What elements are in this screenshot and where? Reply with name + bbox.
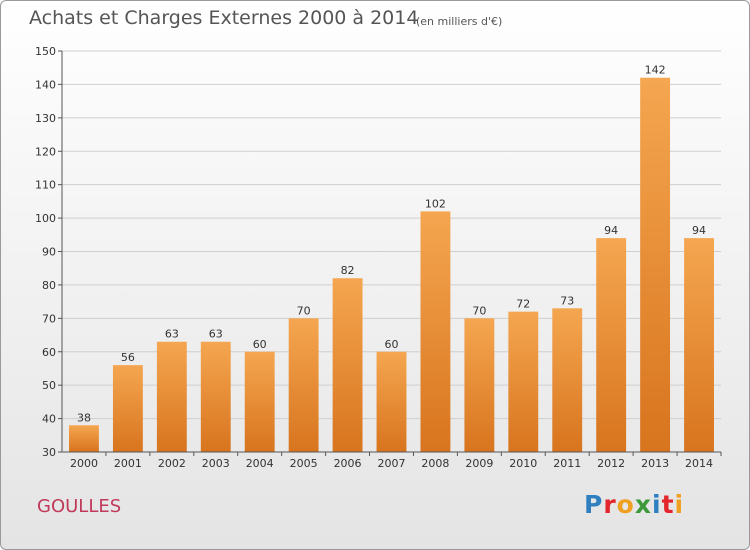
bar-2004 bbox=[244, 351, 275, 452]
bar-2011 bbox=[552, 308, 583, 452]
x-tick-label: 2001 bbox=[114, 457, 142, 470]
y-tick-label: 140 bbox=[35, 78, 56, 91]
y-tick-label: 50 bbox=[42, 379, 56, 392]
bar-2006 bbox=[332, 278, 363, 452]
y-tick-label: 130 bbox=[35, 112, 56, 125]
y-tick-label: 60 bbox=[42, 346, 56, 359]
bar-2010 bbox=[508, 311, 539, 452]
bar-2009 bbox=[464, 318, 495, 452]
bar-2013 bbox=[640, 77, 671, 452]
bar-2007 bbox=[376, 351, 407, 452]
data-label: 70 bbox=[297, 304, 311, 317]
x-tick-label: 2007 bbox=[378, 457, 406, 470]
x-tick-label: 2008 bbox=[421, 457, 449, 470]
y-tick-label: 30 bbox=[42, 446, 56, 459]
bar-2000 bbox=[69, 425, 99, 452]
x-tick-label: 2004 bbox=[246, 457, 274, 470]
x-tick-label: 2010 bbox=[509, 457, 537, 470]
x-tick-label: 2012 bbox=[597, 457, 625, 470]
data-label: 38 bbox=[77, 411, 91, 424]
data-label: 63 bbox=[165, 328, 179, 341]
x-tick-label: 2013 bbox=[641, 457, 669, 470]
y-tick-label: 150 bbox=[35, 45, 56, 58]
y-tick-label: 110 bbox=[35, 179, 56, 192]
proxiti-logo[interactable]: Proxiti bbox=[584, 490, 685, 519]
data-label: 60 bbox=[385, 338, 399, 351]
data-label: 72 bbox=[516, 298, 530, 311]
data-label: 102 bbox=[425, 197, 446, 210]
x-tick-label: 2005 bbox=[290, 457, 318, 470]
data-label: 73 bbox=[560, 294, 574, 307]
y-tick-label: 40 bbox=[42, 413, 56, 426]
data-label: 60 bbox=[253, 338, 267, 351]
bar-2014 bbox=[684, 238, 714, 452]
unit-note: (en milliers d'€) bbox=[416, 15, 503, 28]
x-tick-label: 2000 bbox=[70, 457, 98, 470]
x-tick-label: 2003 bbox=[202, 457, 230, 470]
x-tick-label: 2014 bbox=[685, 457, 713, 470]
bar-2008 bbox=[420, 211, 451, 452]
bar-2002 bbox=[156, 341, 187, 452]
y-tick-label: 90 bbox=[42, 246, 56, 259]
data-label: 94 bbox=[604, 224, 618, 237]
data-label: 142 bbox=[645, 64, 666, 77]
commune-name: GOULLES bbox=[37, 496, 122, 517]
axis-layer: 30 40 50 60 70 80 90 100 110 120 130 140 150 2000 2001… bbox=[35, 45, 722, 470]
x-tick-label: 2002 bbox=[158, 457, 186, 470]
data-label: 70 bbox=[472, 304, 486, 317]
x-tick-label: 2009 bbox=[465, 457, 493, 470]
bar-2003 bbox=[200, 341, 231, 452]
y-tick-label: 80 bbox=[42, 279, 56, 292]
data-label: 63 bbox=[209, 328, 223, 341]
y-tick-label: 70 bbox=[42, 312, 56, 325]
bar-layer: 38 56 63 63 60 70 82 60 102 70 72 73 94 142 94 bbox=[69, 64, 714, 452]
y-tick-label: 120 bbox=[35, 145, 56, 158]
data-label: 56 bbox=[121, 351, 135, 364]
bar-2012 bbox=[596, 238, 627, 452]
data-label: 94 bbox=[692, 224, 706, 237]
x-tick-label: 2011 bbox=[553, 457, 581, 470]
data-label: 82 bbox=[341, 264, 355, 277]
bar-2005 bbox=[288, 318, 319, 452]
bar-2001 bbox=[112, 365, 143, 452]
y-tick-label: 100 bbox=[35, 212, 56, 225]
chart-title: Achats et Charges Externes 2000 à 2014 bbox=[29, 7, 419, 29]
x-tick-label: 2006 bbox=[334, 457, 362, 470]
